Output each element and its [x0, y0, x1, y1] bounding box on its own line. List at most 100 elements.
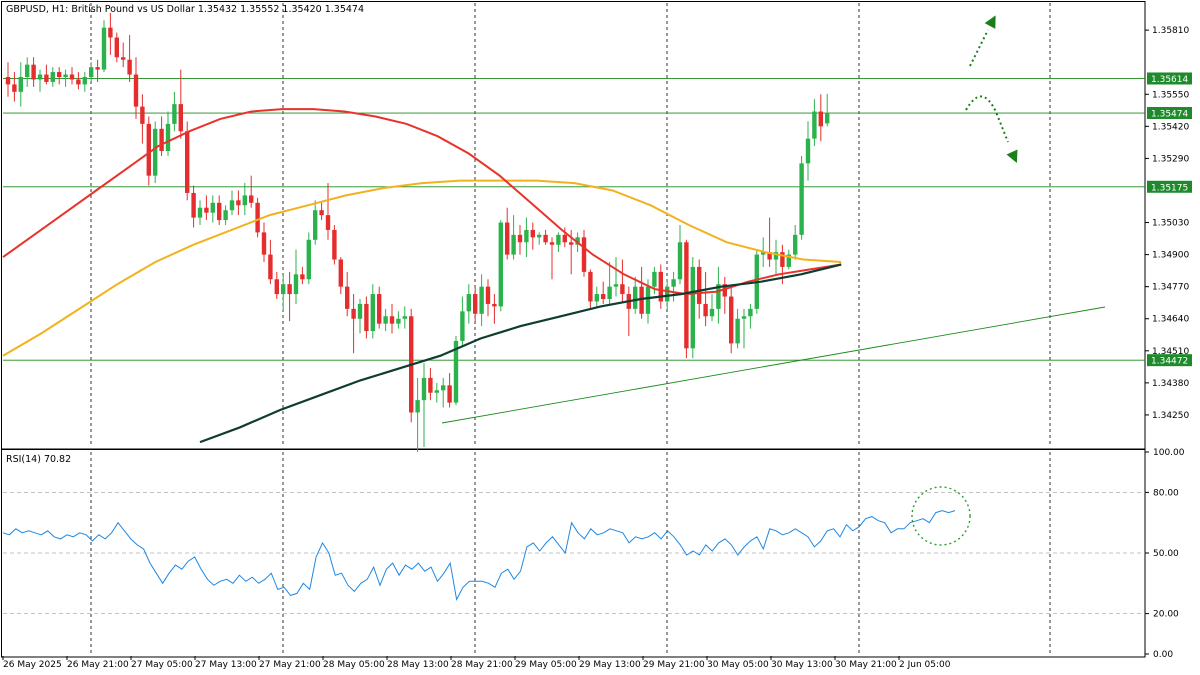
- time-axis-label: 27 May 13:00: [195, 660, 257, 670]
- candle-body: [453, 340, 459, 403]
- candle-body: [703, 303, 708, 317]
- chart-title: GBPUSD, H1: British Pound vs US Dollar 1…: [6, 4, 364, 15]
- candle-body: [767, 252, 772, 260]
- time-axis-label: 28 May 05:00: [323, 660, 385, 670]
- candle-body: [786, 254, 791, 267]
- time-axis-label: 30 May 21:00: [835, 660, 897, 670]
- candle-body: [63, 74, 68, 77]
- candle-body: [159, 128, 164, 151]
- axis-layer: 1.35810 1.35550 1.35420 1.35290 1.35030 1.349…: [2, 26, 1192, 670]
- candle-body: [633, 286, 638, 309]
- candle-body: [594, 294, 599, 302]
- candle-body: [217, 202, 222, 221]
- candle-body: [274, 279, 279, 295]
- rsi-axis-label: 100.00: [1153, 448, 1185, 458]
- time-axis-label: 29 May 13:00: [579, 660, 641, 670]
- candle-body: [562, 234, 567, 243]
- time-axis-label: 30 May 13:00: [771, 660, 833, 670]
- arrow-down-head: [1006, 149, 1018, 163]
- candle-body: [748, 308, 753, 317]
- candle-body: [140, 106, 145, 124]
- candle-body: [249, 195, 254, 203]
- rsi-title: RSI(14) 70.82: [6, 454, 71, 465]
- candle-body: [306, 239, 311, 280]
- candle-body: [121, 57, 126, 60]
- time-axis-label: 29 May 05:00: [515, 660, 577, 670]
- ma-red-line: [2, 108, 842, 296]
- candle-body: [31, 64, 36, 80]
- ma-dark-line: [199, 263, 842, 444]
- candle-body: [165, 123, 171, 151]
- candle-body: [229, 200, 235, 211]
- price-axis-label: 1.35030: [1152, 219, 1189, 229]
- candle-body: [658, 271, 663, 302]
- price-axis-label: 1.35810: [1152, 26, 1189, 36]
- price-badge-label: 1.35175: [1151, 183, 1188, 193]
- candle-body: [428, 377, 433, 393]
- price-axis-label: 1.35420: [1152, 122, 1189, 132]
- price-badge-label: 1.35614: [1151, 75, 1188, 85]
- candle-body: [345, 286, 350, 309]
- candle-body: [383, 316, 388, 324]
- candle-body: [556, 234, 561, 245]
- time-axis-label: 26 May 21:00: [67, 660, 129, 670]
- candle-body: [18, 77, 23, 92]
- candle-body: [505, 222, 510, 255]
- candle-body: [50, 72, 55, 82]
- candle-body: [690, 266, 695, 349]
- candle-body: [447, 385, 452, 403]
- candle-body: [799, 163, 804, 235]
- candle-body: [773, 252, 779, 260]
- rsi-axis-label: 20.00: [1153, 610, 1179, 620]
- candle-body: [549, 242, 555, 245]
- candle-body: [575, 237, 580, 245]
- candle-body: [466, 294, 471, 312]
- candle-body: [172, 104, 177, 124]
- price-axis-label: 1.34770: [1152, 283, 1189, 293]
- candle-body: [569, 242, 574, 245]
- candle-body: [370, 294, 375, 332]
- price-axis-label: 1.35290: [1152, 154, 1189, 164]
- candle-body: [364, 303, 369, 332]
- candle-body: [479, 286, 484, 314]
- candle-body: [76, 79, 81, 85]
- candle-body: [44, 74, 49, 82]
- candle-body: [716, 284, 721, 309]
- candle-body: [95, 67, 100, 70]
- rsi-axis-label: 80.00: [1153, 488, 1179, 498]
- time-axis-label: 26 May 2025: [3, 660, 62, 670]
- candle-body: [524, 229, 529, 243]
- candle-body: [197, 207, 203, 218]
- candle-body: [665, 286, 670, 302]
- price-badge: [1147, 180, 1192, 193]
- rsi-line: [2, 510, 956, 602]
- time-axis-label: 29 May 21:00: [643, 660, 705, 670]
- candle-body: [127, 59, 132, 75]
- candle-body: [313, 210, 318, 240]
- candle-body: [293, 274, 299, 295]
- price-axis-label: 1.34640: [1152, 315, 1189, 325]
- candle-body: [101, 27, 107, 70]
- candle-body: [287, 284, 292, 295]
- candle-body: [492, 303, 497, 307]
- price-axis-label: 1.34250: [1152, 411, 1189, 421]
- candle-body: [153, 128, 158, 176]
- candle-body: [620, 284, 625, 295]
- candle-body: [114, 37, 119, 58]
- candle-body: [377, 294, 382, 324]
- candle-body: [812, 111, 817, 139]
- candle-body: [697, 266, 702, 304]
- candle-body: [434, 390, 439, 393]
- candle-body: [357, 303, 363, 319]
- candle-body: [402, 316, 407, 319]
- candle-body: [601, 294, 606, 299]
- candle-body: [178, 104, 183, 132]
- candle-body: [722, 284, 727, 297]
- candle-body: [319, 210, 324, 216]
- candle-body: [89, 67, 94, 77]
- candle-body: [543, 234, 548, 243]
- candle-body: [25, 64, 30, 77]
- candle-body: [460, 311, 465, 341]
- candle-body: [729, 296, 734, 344]
